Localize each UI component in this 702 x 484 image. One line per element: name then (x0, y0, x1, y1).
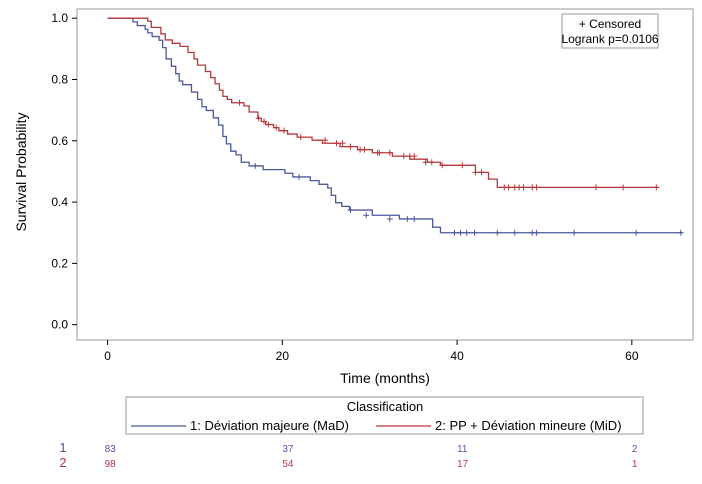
at-risk-count: 98 (105, 459, 117, 470)
series-2-censor-mark (361, 146, 368, 153)
at-risk-count: 11 (457, 444, 468, 455)
legend-label-series-2: 2: PP + Déviation mineure (MiD) (435, 418, 622, 433)
series-1-censor-mark (677, 229, 684, 236)
y-tick-label: 0.4 (51, 195, 68, 209)
x-tick-label: 0 (104, 349, 111, 363)
series-1-censor-mark (494, 229, 501, 236)
series-1-censor-mark (633, 229, 640, 236)
series-2-censor-mark (505, 184, 512, 191)
series-1-censor-mark (347, 207, 354, 214)
x-tick-label: 40 (450, 349, 464, 363)
series-2-censor-mark (411, 153, 418, 160)
plot-frame (76, 8, 694, 341)
series-1-censor-mark (363, 212, 370, 219)
y-tick-label: 0.2 (51, 256, 68, 270)
series-1-censor-mark (386, 215, 393, 222)
legend-label-series-1: 1: Déviation majeure (MaD) (190, 418, 349, 433)
series-2-censor-mark (593, 184, 600, 191)
series-2-censor-mark (520, 184, 527, 191)
at-risk-count: 2 (632, 444, 638, 455)
at-risk-count: 1 (632, 459, 638, 470)
series-1-censor-mark (511, 229, 518, 236)
series-2-censor-mark (533, 184, 540, 191)
at-risk-count: 83 (105, 444, 117, 455)
series-2-censor-mark (459, 162, 466, 169)
series-2-censor-mark (653, 184, 660, 191)
y-tick-label: 0.0 (51, 318, 68, 332)
series-2-censor-mark (422, 159, 429, 166)
series-1-censor-mark (404, 215, 411, 222)
series-2-censor-mark (339, 140, 346, 147)
series-2-censor-mark (400, 153, 407, 160)
series-1-censor-mark (457, 229, 464, 236)
series-1-censor-mark (411, 215, 418, 222)
series-2-censor-mark (472, 169, 479, 176)
at-risk-count: 37 (282, 444, 294, 455)
at-risk-row-label-1: 1 (59, 440, 66, 455)
y-tick-label: 0.6 (51, 134, 68, 148)
series-1-censor-mark (571, 229, 578, 236)
at-risk-count: 17 (457, 459, 469, 470)
series-2-censor-mark (386, 149, 393, 156)
legend-frame (125, 396, 644, 435)
series-2-censor-mark (322, 137, 329, 144)
series-1-censor-mark (295, 173, 302, 180)
series-2-censor-mark (333, 140, 340, 147)
inset-box: + Censored Logrank p=0.0106 (561, 13, 659, 49)
series-2-censor-mark (260, 118, 267, 125)
series-1-curve (107, 17, 683, 234)
logrank-label: Logrank p=0.0106 (561, 32, 658, 46)
series-2-censor-mark (273, 124, 280, 131)
y-tick-label: 0.8 (51, 72, 68, 86)
series-2-censor-mark (297, 134, 304, 141)
y-tick-label: 1.0 (51, 11, 68, 25)
censored-label: + Censored (579, 17, 641, 31)
at-risk-count: 54 (282, 459, 294, 470)
at-risk-row-label-2: 2 (59, 455, 66, 470)
series-1-censor-mark (463, 229, 470, 236)
legend-title: Classification (347, 399, 424, 414)
y-axis: 0.0 0.2 0.4 0.6 0.8 1.0 (51, 11, 77, 332)
series-2-censor-mark (265, 121, 272, 128)
legend: Classification 1: Déviation majeure (MaD… (125, 396, 644, 435)
series-1-censor-mark (451, 229, 458, 236)
series-2-censor-mark (620, 184, 627, 191)
survival-curves (107, 17, 684, 236)
series-1-censor-mark (252, 162, 259, 169)
series-2-censor-mark (376, 149, 383, 156)
x-tick-label: 20 (276, 349, 290, 363)
series-2-censor-mark (428, 159, 435, 166)
series-2-censor-mark (478, 169, 485, 176)
series-1-censor-mark (471, 229, 478, 236)
x-axis: 0 20 40 60 (104, 340, 639, 363)
y-axis-title: Survival Probability (13, 112, 29, 231)
x-tick-label: 60 (625, 349, 639, 363)
series-2-censor-mark (439, 162, 446, 169)
series-2-censor-mark (347, 143, 354, 150)
inset-box-frame (561, 13, 659, 49)
series-2-censor-mark (236, 99, 243, 106)
series-2-censor-mark (281, 127, 288, 134)
x-axis-title: Time (months) (340, 370, 430, 386)
series-1-censor-mark (533, 229, 540, 236)
series-2-censor-mark (255, 115, 262, 122)
at-risk-table: 1 83 37 11 2 2 98 54 17 1 (59, 440, 637, 470)
